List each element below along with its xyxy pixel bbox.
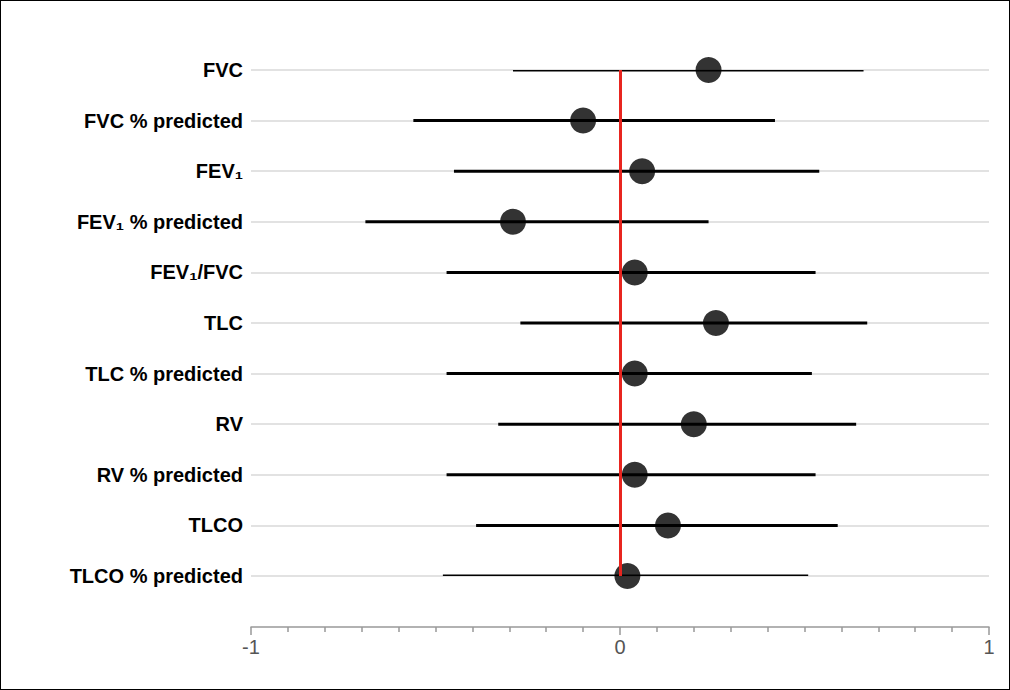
svg-text:TLCO: TLCO [189, 514, 243, 536]
svg-text:TLC: TLC [204, 312, 243, 334]
svg-text:FVC: FVC [203, 59, 243, 81]
svg-text:FVC % predicted: FVC % predicted [84, 110, 243, 132]
svg-text:FEV₁/FVC: FEV₁/FVC [150, 261, 243, 283]
svg-text:0: 0 [614, 636, 625, 658]
svg-text:FEV₁ % predicted: FEV₁ % predicted [77, 211, 243, 233]
svg-text:RV % predicted: RV % predicted [97, 464, 243, 486]
svg-text:1: 1 [983, 636, 994, 658]
svg-text:TLCO % predicted: TLCO % predicted [70, 565, 243, 587]
svg-text:-1: -1 [242, 636, 260, 658]
svg-text:FEV₁: FEV₁ [196, 160, 243, 182]
svg-text:RV: RV [216, 413, 244, 435]
svg-text:TLC % predicted: TLC % predicted [85, 363, 243, 385]
